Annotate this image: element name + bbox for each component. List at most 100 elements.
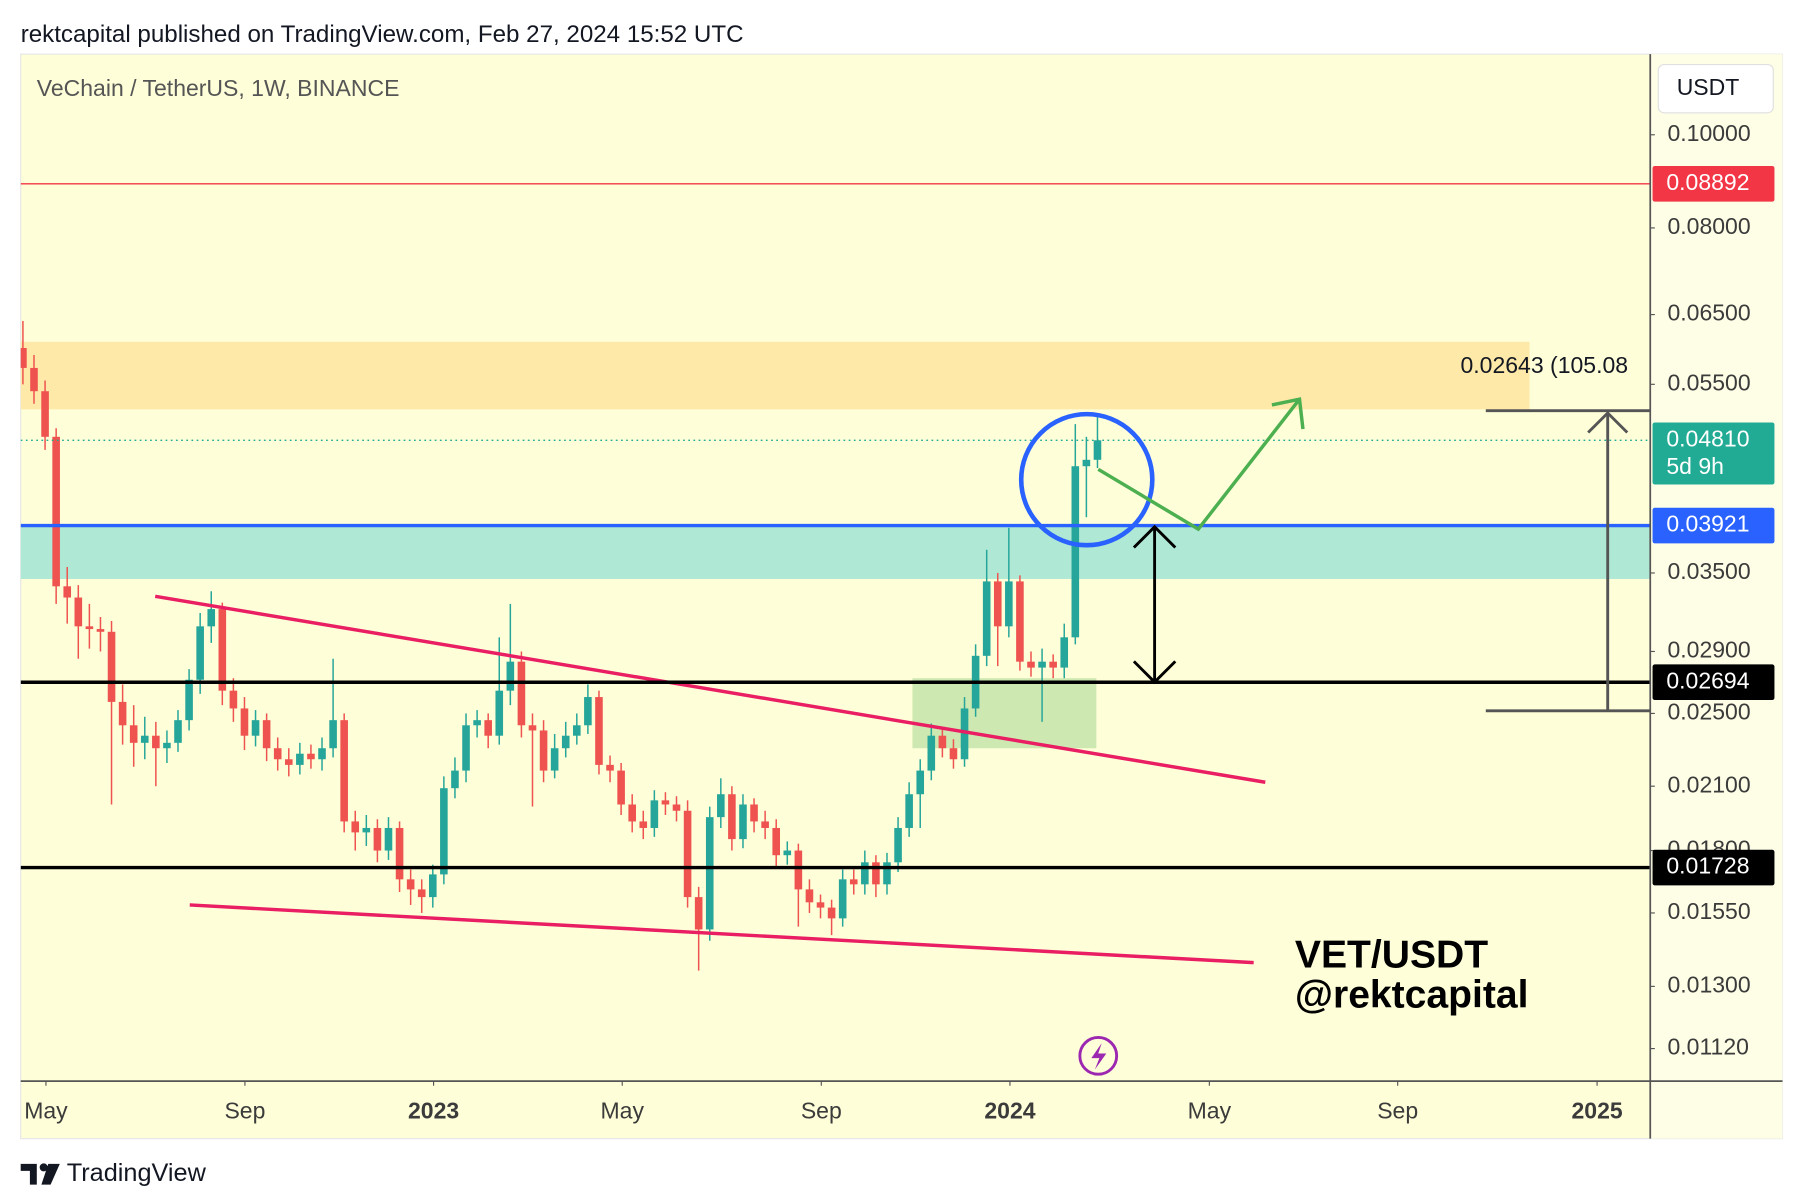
currency-button[interactable] [1657, 63, 1774, 114]
x-tick-label: Sep [801, 1097, 842, 1123]
chart-background [20, 53, 1784, 1140]
x-tick-label: 2025 [1571, 1097, 1622, 1123]
candle-body [329, 720, 337, 749]
candle-body [262, 720, 271, 749]
publish-header: rektcapital published on TradingView.com… [21, 21, 744, 48]
x-tick-label: 2024 [984, 1097, 1035, 1123]
candle-body [783, 850, 792, 856]
candle-body [307, 753, 315, 760]
candle-body [849, 879, 858, 885]
price-label-box [1652, 849, 1775, 886]
candle-body [628, 804, 636, 822]
measure-arrowhead [1587, 410, 1629, 434]
candle-body [861, 862, 869, 885]
candle-body [251, 720, 260, 736]
candle-body [273, 748, 282, 760]
candle-body [550, 748, 559, 771]
candle-body [561, 735, 570, 749]
candle-body [1005, 581, 1013, 627]
y-tick-label: 0.08000 [1668, 213, 1751, 239]
candle-body [661, 800, 670, 805]
candle-body [152, 735, 160, 749]
price-label: 0.02694 [1666, 667, 1749, 693]
candle-body [606, 764, 614, 771]
y-tick-label: 0.01300 [1668, 971, 1751, 997]
y-tick-label: 0.02100 [1668, 771, 1751, 797]
candle-body [185, 679, 193, 721]
candle-body [373, 827, 382, 851]
candle-body [96, 629, 105, 632]
currency-label: USDT [1677, 74, 1740, 100]
logo-mark [20, 1163, 37, 1185]
candle-body [140, 735, 149, 743]
candle-body [827, 907, 836, 919]
candle-body [705, 817, 714, 930]
price-label-box [1652, 664, 1775, 701]
candle-body [196, 626, 204, 680]
candle-body [74, 597, 83, 627]
candle-body [595, 697, 603, 765]
y-tick-label: 0.01550 [1668, 898, 1751, 924]
measure-label: 0.02643 (105.08 [1461, 352, 1629, 378]
candle-body [739, 804, 747, 840]
x-tick-label: Sep [1377, 1097, 1418, 1123]
footer-brand: TradingView [67, 1159, 207, 1187]
candle-body [938, 735, 947, 749]
candle-body [1082, 459, 1091, 467]
candle-body [107, 631, 116, 702]
candle-body [118, 701, 127, 726]
candle-body [816, 902, 825, 908]
candle-body [728, 794, 736, 840]
watermark: VET/USDT [1295, 933, 1488, 976]
price-label: 0.04810 [1666, 425, 1749, 451]
candle-body [694, 897, 703, 930]
y-tick-label: 0.03500 [1668, 558, 1751, 584]
candle-body [617, 770, 625, 805]
price-label: 0.08892 [1666, 169, 1749, 195]
candle-body [240, 708, 249, 736]
y-tick-label: 0.01120 [1668, 1034, 1749, 1060]
countdown-label: 5d 9h [1666, 453, 1724, 479]
candle-body [1071, 466, 1080, 638]
candle-body [528, 725, 537, 731]
candle-body [462, 725, 470, 771]
candle-body [52, 436, 60, 587]
candle-body [927, 735, 936, 771]
annotations: 0.02643 (105.08 VET/USDT @rektcapital [1018, 352, 1651, 1076]
candle-body [672, 804, 681, 811]
candle-body [362, 827, 371, 833]
candle-body [1027, 661, 1035, 668]
candle-body [395, 827, 404, 880]
candle-body [1016, 581, 1024, 662]
logo-mark [41, 1163, 60, 1185]
candle-body [417, 889, 426, 898]
candle-body [838, 879, 847, 919]
candle-body [1060, 637, 1069, 668]
y-tick-label: 0.10000 [1668, 120, 1751, 146]
projection-path [1097, 398, 1301, 532]
price-axis-background [1650, 54, 1783, 1139]
event-icon[interactable] [1078, 1035, 1119, 1076]
candle-body [429, 874, 437, 898]
range-arrowhead [1132, 660, 1177, 685]
price-label: 0.03921 [1666, 511, 1749, 537]
candle-body [772, 827, 781, 856]
candle-body [993, 581, 1002, 627]
watermark: @rektcapital [1295, 974, 1529, 1017]
candle-body [351, 821, 360, 833]
candle-body [406, 879, 415, 890]
plot-layer [20, 183, 1651, 971]
candle-body [451, 770, 459, 789]
candle-body [41, 391, 49, 437]
candle-body [484, 720, 492, 736]
candle-body [982, 581, 991, 656]
candle-body [129, 725, 138, 743]
candle-body [473, 720, 481, 726]
candle-body [63, 586, 72, 598]
candle-body [163, 742, 171, 749]
x-tick-label: 2023 [408, 1097, 459, 1123]
x-tick-label: May [24, 1097, 68, 1123]
candle-body [174, 720, 182, 743]
candle-body [883, 862, 891, 885]
